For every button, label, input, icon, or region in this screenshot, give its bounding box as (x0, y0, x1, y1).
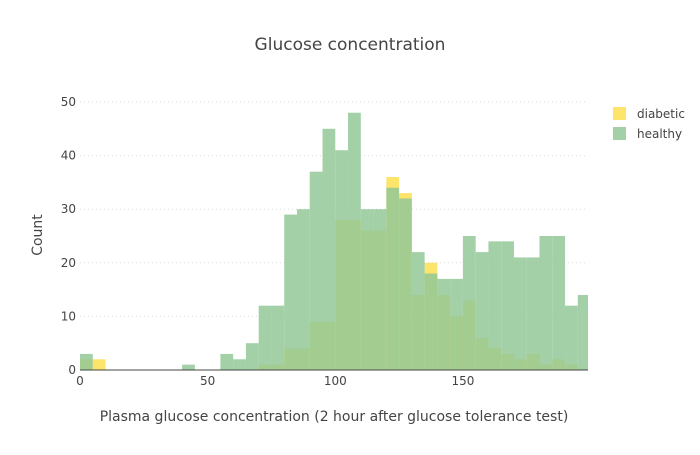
bar-healthy: healthy 180–185: 25 (539, 236, 553, 370)
y-tick-label: 0 (68, 363, 76, 377)
x-tick-label: 50 (200, 374, 215, 388)
bar-healthy: healthy 80–85: 29 (284, 214, 297, 370)
bar-healthy: healthy 105–110: 48 (348, 112, 361, 370)
series-healthy: healthy 0–5: 3 healthy 40–45: 1 healthy 55… (80, 112, 588, 370)
bar-healthy: healthy 100–105: 41 (335, 150, 349, 370)
bar-healthy: healthy 0–5: 3 (80, 353, 93, 370)
y-tick-label: 40 (61, 149, 76, 163)
y-tick-label: 10 (61, 309, 76, 323)
legend-item-diabetic[interactable]: diabetic (613, 107, 685, 121)
bar-healthy: healthy 170–175: 21 (513, 257, 527, 370)
bar-healthy: healthy 55–60: 3 (220, 353, 234, 370)
bar-healthy: healthy 135–140: 18 (424, 273, 438, 370)
bar-healthy: healthy 195–200: 14 (577, 294, 588, 370)
legend-swatch (613, 127, 626, 140)
bar-healthy: healthy 165–170: 24 (501, 241, 514, 370)
y-axis-label: Count (30, 214, 46, 256)
x-tick-label: 100 (324, 374, 347, 388)
bar-healthy: healthy 190–195: 12 (565, 305, 578, 370)
y-tick-label: 30 (61, 202, 76, 216)
bar-healthy: healthy 140–145: 17 (437, 278, 451, 370)
bar-healthy: healthy 95–100: 45 (322, 128, 336, 370)
bar-healthy: healthy 65–70: 5 (245, 343, 259, 370)
bar-diabetic: diabetic 5–10: 2 (92, 359, 106, 370)
legend-item-healthy[interactable]: healthy (613, 127, 682, 141)
bars: diabetic 0–5: 2diabetic 5–10: 2diabetic … (80, 112, 588, 370)
bar-healthy: healthy 110–115: 30 (360, 209, 374, 370)
bar-healthy: healthy 60–65: 2 (233, 359, 246, 370)
legend-label: healthy (637, 127, 682, 141)
bar-healthy: healthy 125–130: 32 (399, 198, 412, 370)
axes: 0 10 20 30 40 50 0 50 100 150 (61, 95, 588, 388)
y-tick-label: 50 (61, 95, 76, 109)
legend-swatch (613, 107, 626, 120)
bar-healthy: healthy 75–80: 12 (271, 305, 285, 370)
bar-healthy: healthy 120–125: 34 (386, 187, 400, 370)
bar-healthy: healthy 150–155: 25 (462, 236, 476, 370)
x-tick-label: 150 (451, 374, 474, 388)
gridlines (80, 101, 588, 317)
bar-healthy: healthy 185–190: 25 (552, 236, 566, 370)
bar-healthy: healthy 85–90: 30 (296, 209, 310, 370)
chart-title: Glucose concentration (255, 35, 446, 55)
legend: diabetic healthy (613, 107, 685, 141)
bar-healthy: healthy 40–45: 1 (182, 364, 195, 370)
bar-healthy: healthy 70–75: 12 (258, 305, 272, 370)
y-tick-label: 20 (61, 256, 76, 270)
legend-label: diabetic (637, 107, 685, 121)
x-axis-label: Plasma glucose concentration (2 hour aft… (100, 409, 569, 425)
bar-healthy: healthy 155–160: 22 (475, 252, 489, 370)
x-tick-label: 0 (76, 374, 84, 388)
bar-healthy: healthy 160–165: 24 (488, 241, 502, 370)
bar-healthy: healthy 130–135: 22 (411, 252, 425, 370)
bar-healthy: healthy 175–180: 21 (526, 257, 540, 370)
bar-healthy: healthy 115–120: 30 (373, 209, 387, 370)
bar-healthy: healthy 145–150: 17 (450, 278, 463, 370)
bar-healthy: healthy 90–95: 37 (309, 171, 323, 370)
